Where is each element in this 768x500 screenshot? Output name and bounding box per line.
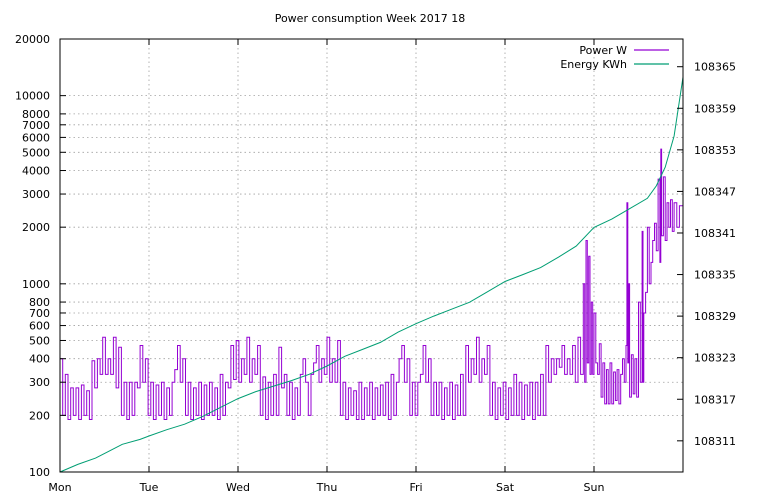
y-left-tick-label: 1000: [22, 278, 50, 291]
series-line-power: [60, 148, 684, 420]
legend-label-power: Power W: [579, 44, 627, 57]
grid-layer: [60, 39, 683, 472]
ticks-layer: Mon Tue Wed Thu Fri Sat Sun1002003004005006007…: [15, 33, 736, 494]
y-right-tick-label: 108341: [694, 227, 736, 240]
x-tick-label: Mon: [48, 481, 71, 494]
x-tick-label: Fri: [409, 481, 422, 494]
y-left-tick-label: 5000: [22, 146, 50, 159]
y-right-tick-label: 108359: [694, 102, 736, 115]
y-left-tick-label: 6000: [22, 131, 50, 144]
y-left-tick-label: 20000: [15, 33, 50, 46]
chart-title: Power consumption Week 2017 18: [275, 12, 466, 25]
y-left-tick-label: 500: [29, 334, 50, 347]
y-left-tick-label: 800: [29, 296, 50, 309]
y-left-tick-label: 4000: [22, 165, 50, 178]
y-right-tick-label: 108353: [694, 144, 736, 157]
y-left-tick-label: 600: [29, 320, 50, 333]
x-tick-label: Sun: [584, 481, 605, 494]
y-right-tick-label: 108347: [694, 185, 736, 198]
plot-frame: [59, 38, 684, 473]
x-tick-label: Sat: [496, 481, 515, 494]
y-left-tick-label: 200: [29, 409, 50, 422]
series-line-energy: [59, 77, 684, 473]
x-tick-label: Wed: [226, 481, 250, 494]
y-left-tick-label: 400: [29, 353, 50, 366]
legend-label-energy: Energy KWh: [560, 58, 627, 71]
x-tick-label: Tue: [139, 481, 159, 494]
y-left-tick-label: 10000: [15, 90, 50, 103]
y-right-tick-label: 108323: [694, 352, 736, 365]
series-layer: [59, 77, 684, 473]
y-left-tick-label: 700: [29, 307, 50, 320]
y-right-tick-label: 108365: [694, 61, 736, 74]
y-left-tick-label: 8000: [22, 108, 50, 121]
y-right-tick-label: 108329: [694, 310, 736, 323]
y-left-tick-label: 100: [29, 466, 50, 479]
y-left-tick-label: 300: [29, 376, 50, 389]
x-tick-label: Thu: [316, 481, 338, 494]
y-right-tick-label: 108317: [694, 393, 736, 406]
y-left-tick-label: 2000: [22, 221, 50, 234]
y-right-tick-label: 108311: [694, 435, 736, 448]
legend: Power W Energy KWh: [560, 44, 669, 71]
y-right-tick-label: 108335: [694, 269, 736, 282]
y-left-tick-label: 3000: [22, 188, 50, 201]
y-left-tick-label: 7000: [22, 119, 50, 132]
